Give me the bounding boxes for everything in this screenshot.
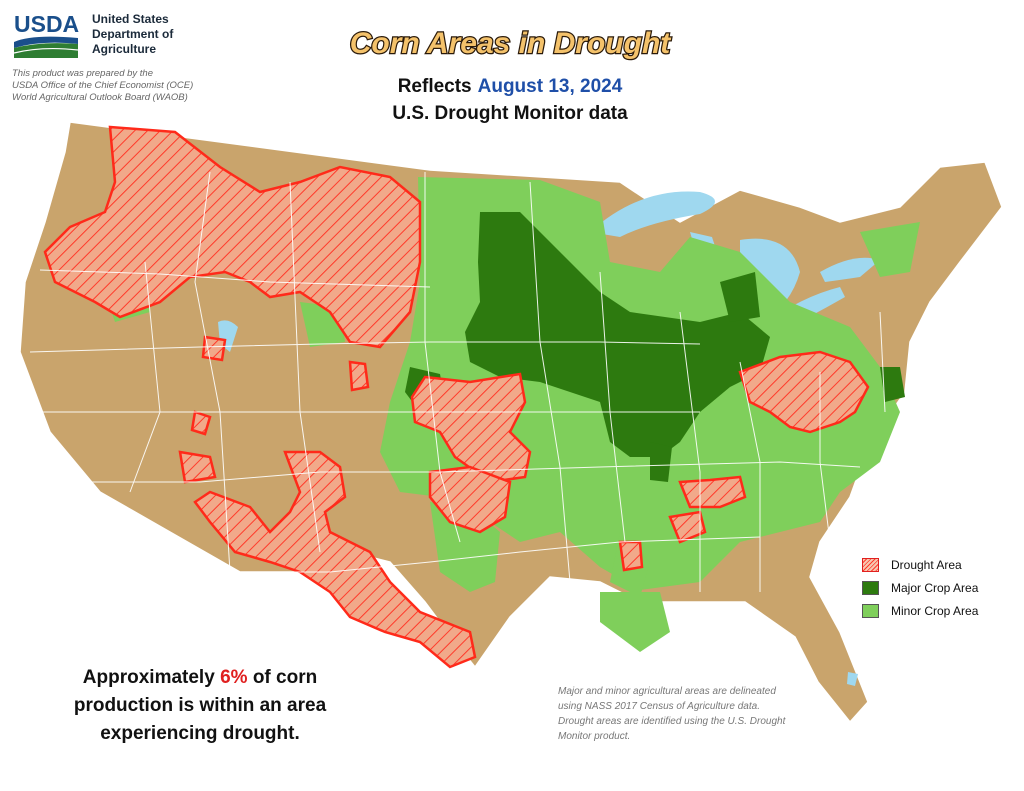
stat-percent: 6% [220, 667, 248, 688]
stat-line-1: Approximately 6% of corn [40, 664, 360, 692]
reflects-label: Reflects [397, 76, 472, 97]
legend-swatch-drought [862, 557, 879, 572]
legend-label-minor-crop: Minor Crop Area [891, 603, 979, 618]
department-line-1: United States [92, 12, 169, 26]
legend-swatch-minor-crop [862, 603, 879, 618]
usda-logo-text: USDA [14, 11, 79, 37]
usda-department-name: United States Department of Agriculture [92, 12, 212, 57]
legend-label-drought: Drought Area [891, 557, 962, 572]
department-line-2: Department of [92, 27, 174, 41]
state-borders [20, 171, 886, 592]
legend-swatch-major-crop [862, 580, 879, 595]
legend-item-minor-crop: Minor Crop Area [862, 599, 1022, 622]
reflects-line: Reflects August 13, 2024 [340, 74, 680, 100]
stat-suffix: of corn [252, 667, 318, 688]
legend-label-major-crop: Major Crop Area [891, 580, 979, 595]
major-crop-areas [405, 212, 905, 482]
title-text: Corn Areas in Drought [350, 27, 673, 60]
stat-line-3: experiencing drought. [100, 723, 300, 744]
drought-statistic: Approximately 6% of corn production is w… [40, 664, 360, 748]
department-line-3: Agriculture [92, 42, 157, 56]
us-corn-drought-map [19, 121, 1003, 724]
stat-prefix: Approximately [82, 667, 215, 688]
date-label: August 13, 2024 [477, 76, 623, 97]
credit-line-1: This product was prepared by the [12, 68, 153, 79]
usda-logo: USDA [13, 11, 79, 58]
credit-text: This product was prepared by the USDA Of… [12, 68, 272, 104]
subtitle: U.S. Drought Monitor data [392, 103, 628, 124]
methodology-note: Major and minor agricultural areas are d… [558, 686, 786, 742]
credit-line-3: World Agricultural Outlook Board (WAOB) [12, 92, 188, 103]
page-title: Corn Areas in Drought [300, 20, 720, 66]
legend-item-major-crop: Major Crop Area [862, 576, 1022, 599]
drought-areas [43, 125, 870, 669]
legend-item-drought: Drought Area [862, 553, 1022, 576]
map-legend: Drought Area Major Crop Area Minor Crop … [862, 553, 1022, 622]
credit-line-2: USDA Office of the Chief Economist (OCE) [12, 80, 194, 91]
stat-line-2: production is within an area [73, 695, 327, 716]
